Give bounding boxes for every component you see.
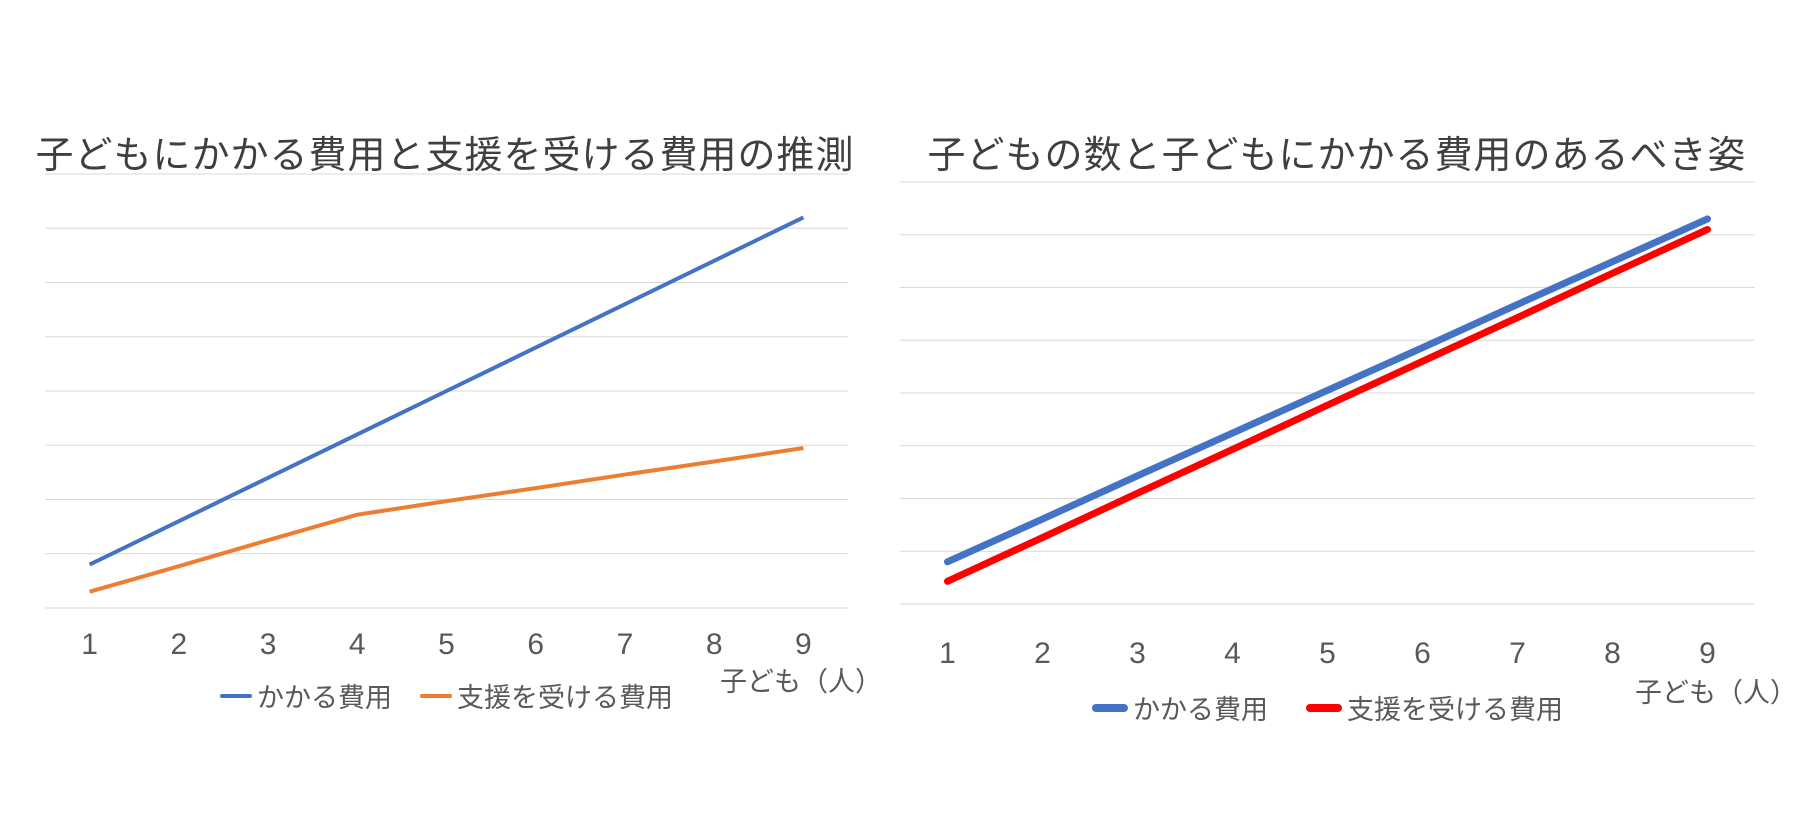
x-tick-label: 2 bbox=[170, 628, 188, 661]
series-line-left-1 bbox=[89, 445, 804, 594]
left-chart-x-axis-label: 子ども（人） bbox=[720, 667, 882, 697]
x-tick-label: 5 bbox=[1319, 637, 1336, 670]
x-tick-label: 7 bbox=[616, 628, 634, 661]
x-tick-label: 9 bbox=[795, 628, 812, 661]
x-tick-label: 3 bbox=[259, 628, 277, 661]
series-line-right-0 bbox=[944, 215, 1711, 566]
legend-item: かかる費用 bbox=[1092, 688, 1268, 727]
x-tick-label: 6 bbox=[527, 628, 545, 661]
x-tick-label: 3 bbox=[1129, 637, 1146, 670]
legend-item: 支援を受ける費用 bbox=[1306, 688, 1563, 727]
x-tick-label: 8 bbox=[1604, 637, 1621, 670]
right-chart-x-axis-ticks: 1 2 3 4 5 6 7 8 9 bbox=[0, 637, 1801, 677]
x-tick-label: 9 bbox=[1699, 637, 1716, 670]
x-tick-label: 2 bbox=[1034, 637, 1051, 670]
legend-label: 支援を受ける費用 bbox=[1347, 695, 1563, 725]
x-tick-label: 5 bbox=[438, 628, 455, 661]
left-chart-title: 子どもにかかる費用と支援を受ける費用の推測 bbox=[35, 134, 855, 177]
x-tick-label: 4 bbox=[1224, 637, 1241, 670]
x-tick-label: 1 bbox=[81, 628, 98, 661]
series-line-right-1 bbox=[944, 225, 1711, 585]
legend-line-marker bbox=[1092, 703, 1128, 712]
left-chart-x-axis-ticks: 1 2 3 4 5 6 7 8 9 bbox=[0, 628, 1801, 668]
right-chart-x-axis-label: 子ども（人） bbox=[1635, 678, 1797, 708]
x-tick-label: 7 bbox=[1509, 637, 1526, 670]
right-chart-legend: かかる費用 支援を受ける費用 bbox=[900, 688, 1755, 727]
series-line-left-0 bbox=[88, 215, 805, 567]
legend-label: 支援を受ける費用 bbox=[457, 683, 673, 713]
left-chart-legend: かかる費用 支援を受ける費用 bbox=[45, 676, 848, 715]
x-tick-label: 4 bbox=[348, 628, 366, 661]
legend-label: かかる費用 bbox=[257, 683, 392, 713]
legend-label: かかる費用 bbox=[1133, 695, 1268, 725]
x-tick-label: 8 bbox=[705, 628, 723, 661]
legend-line-marker bbox=[1306, 703, 1342, 712]
legend-item: かかる費用 bbox=[220, 676, 392, 715]
legend-line-marker bbox=[220, 693, 252, 698]
legend-item: 支援を受ける費用 bbox=[420, 676, 673, 715]
x-tick-label: 1 bbox=[939, 637, 956, 670]
x-tick-label: 6 bbox=[1414, 637, 1431, 670]
right-chart-title: 子どもの数と子どもにかかる費用のあるべき姿 bbox=[927, 134, 1747, 177]
legend-line-marker bbox=[420, 693, 452, 698]
